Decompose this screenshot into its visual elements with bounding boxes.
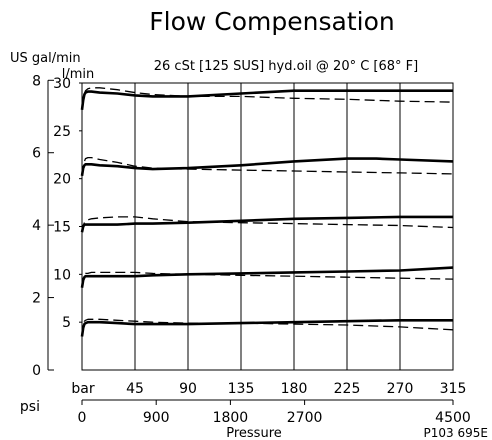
y-tick-label-l-min: 5 bbox=[62, 315, 71, 331]
x-tick-label-bar: 90 bbox=[179, 381, 197, 397]
y-tick-label-l-min: 15 bbox=[53, 220, 71, 236]
grid-lines bbox=[134, 83, 401, 370]
series-line-dashed bbox=[81, 87, 454, 110]
chart-subtitle: 26 cSt [125 SUS] hyd.oil @ 20° C [68° F] bbox=[154, 59, 418, 74]
series-line-solid bbox=[80, 215, 453, 233]
chart-title: Flow Compensation bbox=[149, 7, 394, 36]
x-tick-label-bar: 225 bbox=[334, 381, 361, 397]
y-tick-label-us-gal: 0 bbox=[32, 363, 41, 379]
x-tick-label-bar: 135 bbox=[228, 381, 255, 397]
y-tick-label-l-min: 25 bbox=[53, 124, 71, 140]
series-line-solid bbox=[80, 319, 453, 337]
x-tick-label-bar: 180 bbox=[281, 381, 308, 397]
y-axis-label-us-gal: US gal/min bbox=[10, 51, 81, 66]
x-unit-psi: psi bbox=[20, 399, 40, 415]
y-tick-label-l-min: 10 bbox=[53, 267, 71, 283]
y-tick-label-l-min: 30 bbox=[53, 76, 71, 92]
x-tick-label-bar: 315 bbox=[440, 381, 467, 397]
x-tick-label-psi: 900 bbox=[143, 410, 170, 426]
y-tick-label-us-gal: 2 bbox=[32, 291, 41, 307]
series-line-dashed bbox=[81, 318, 454, 337]
y-axis-label-l-min: l/min bbox=[62, 67, 95, 82]
y-tick-label-l-min: 20 bbox=[53, 172, 71, 188]
y-tick-label-us-gal: 8 bbox=[32, 73, 41, 89]
x-unit-bar: bar bbox=[71, 381, 94, 397]
x-tick-label-psi: 2700 bbox=[287, 410, 323, 426]
series-line-dashed bbox=[81, 271, 454, 288]
x-tick-label-psi: 1800 bbox=[213, 410, 249, 426]
figure-code: P103 695E bbox=[424, 426, 488, 440]
x-tick-label-psi: 0 bbox=[78, 410, 87, 426]
plot-border bbox=[81, 82, 454, 371]
x-tick-label-bar: 270 bbox=[387, 381, 414, 397]
plot-frame bbox=[47, 79, 454, 405]
series-line-solid bbox=[80, 89, 453, 110]
series-line-dashed bbox=[81, 216, 454, 233]
x-tick-label-psi: 4500 bbox=[435, 410, 471, 426]
series-line-solid bbox=[80, 157, 454, 177]
series-line-solid bbox=[80, 266, 454, 288]
series-line-dashed bbox=[81, 156, 454, 176]
y-tick-label-us-gal: 6 bbox=[32, 146, 41, 162]
x-axis-label: Pressure bbox=[226, 426, 282, 440]
tick-labels: 45 90 135 180 225 270 315 5 10 15 20 25 30 0 2 4 6 8 0 900 1… bbox=[32, 73, 471, 426]
x-tick-label-bar: 45 bbox=[126, 381, 144, 397]
series-lines bbox=[80, 87, 454, 337]
y-tick-label-us-gal: 4 bbox=[32, 218, 41, 234]
